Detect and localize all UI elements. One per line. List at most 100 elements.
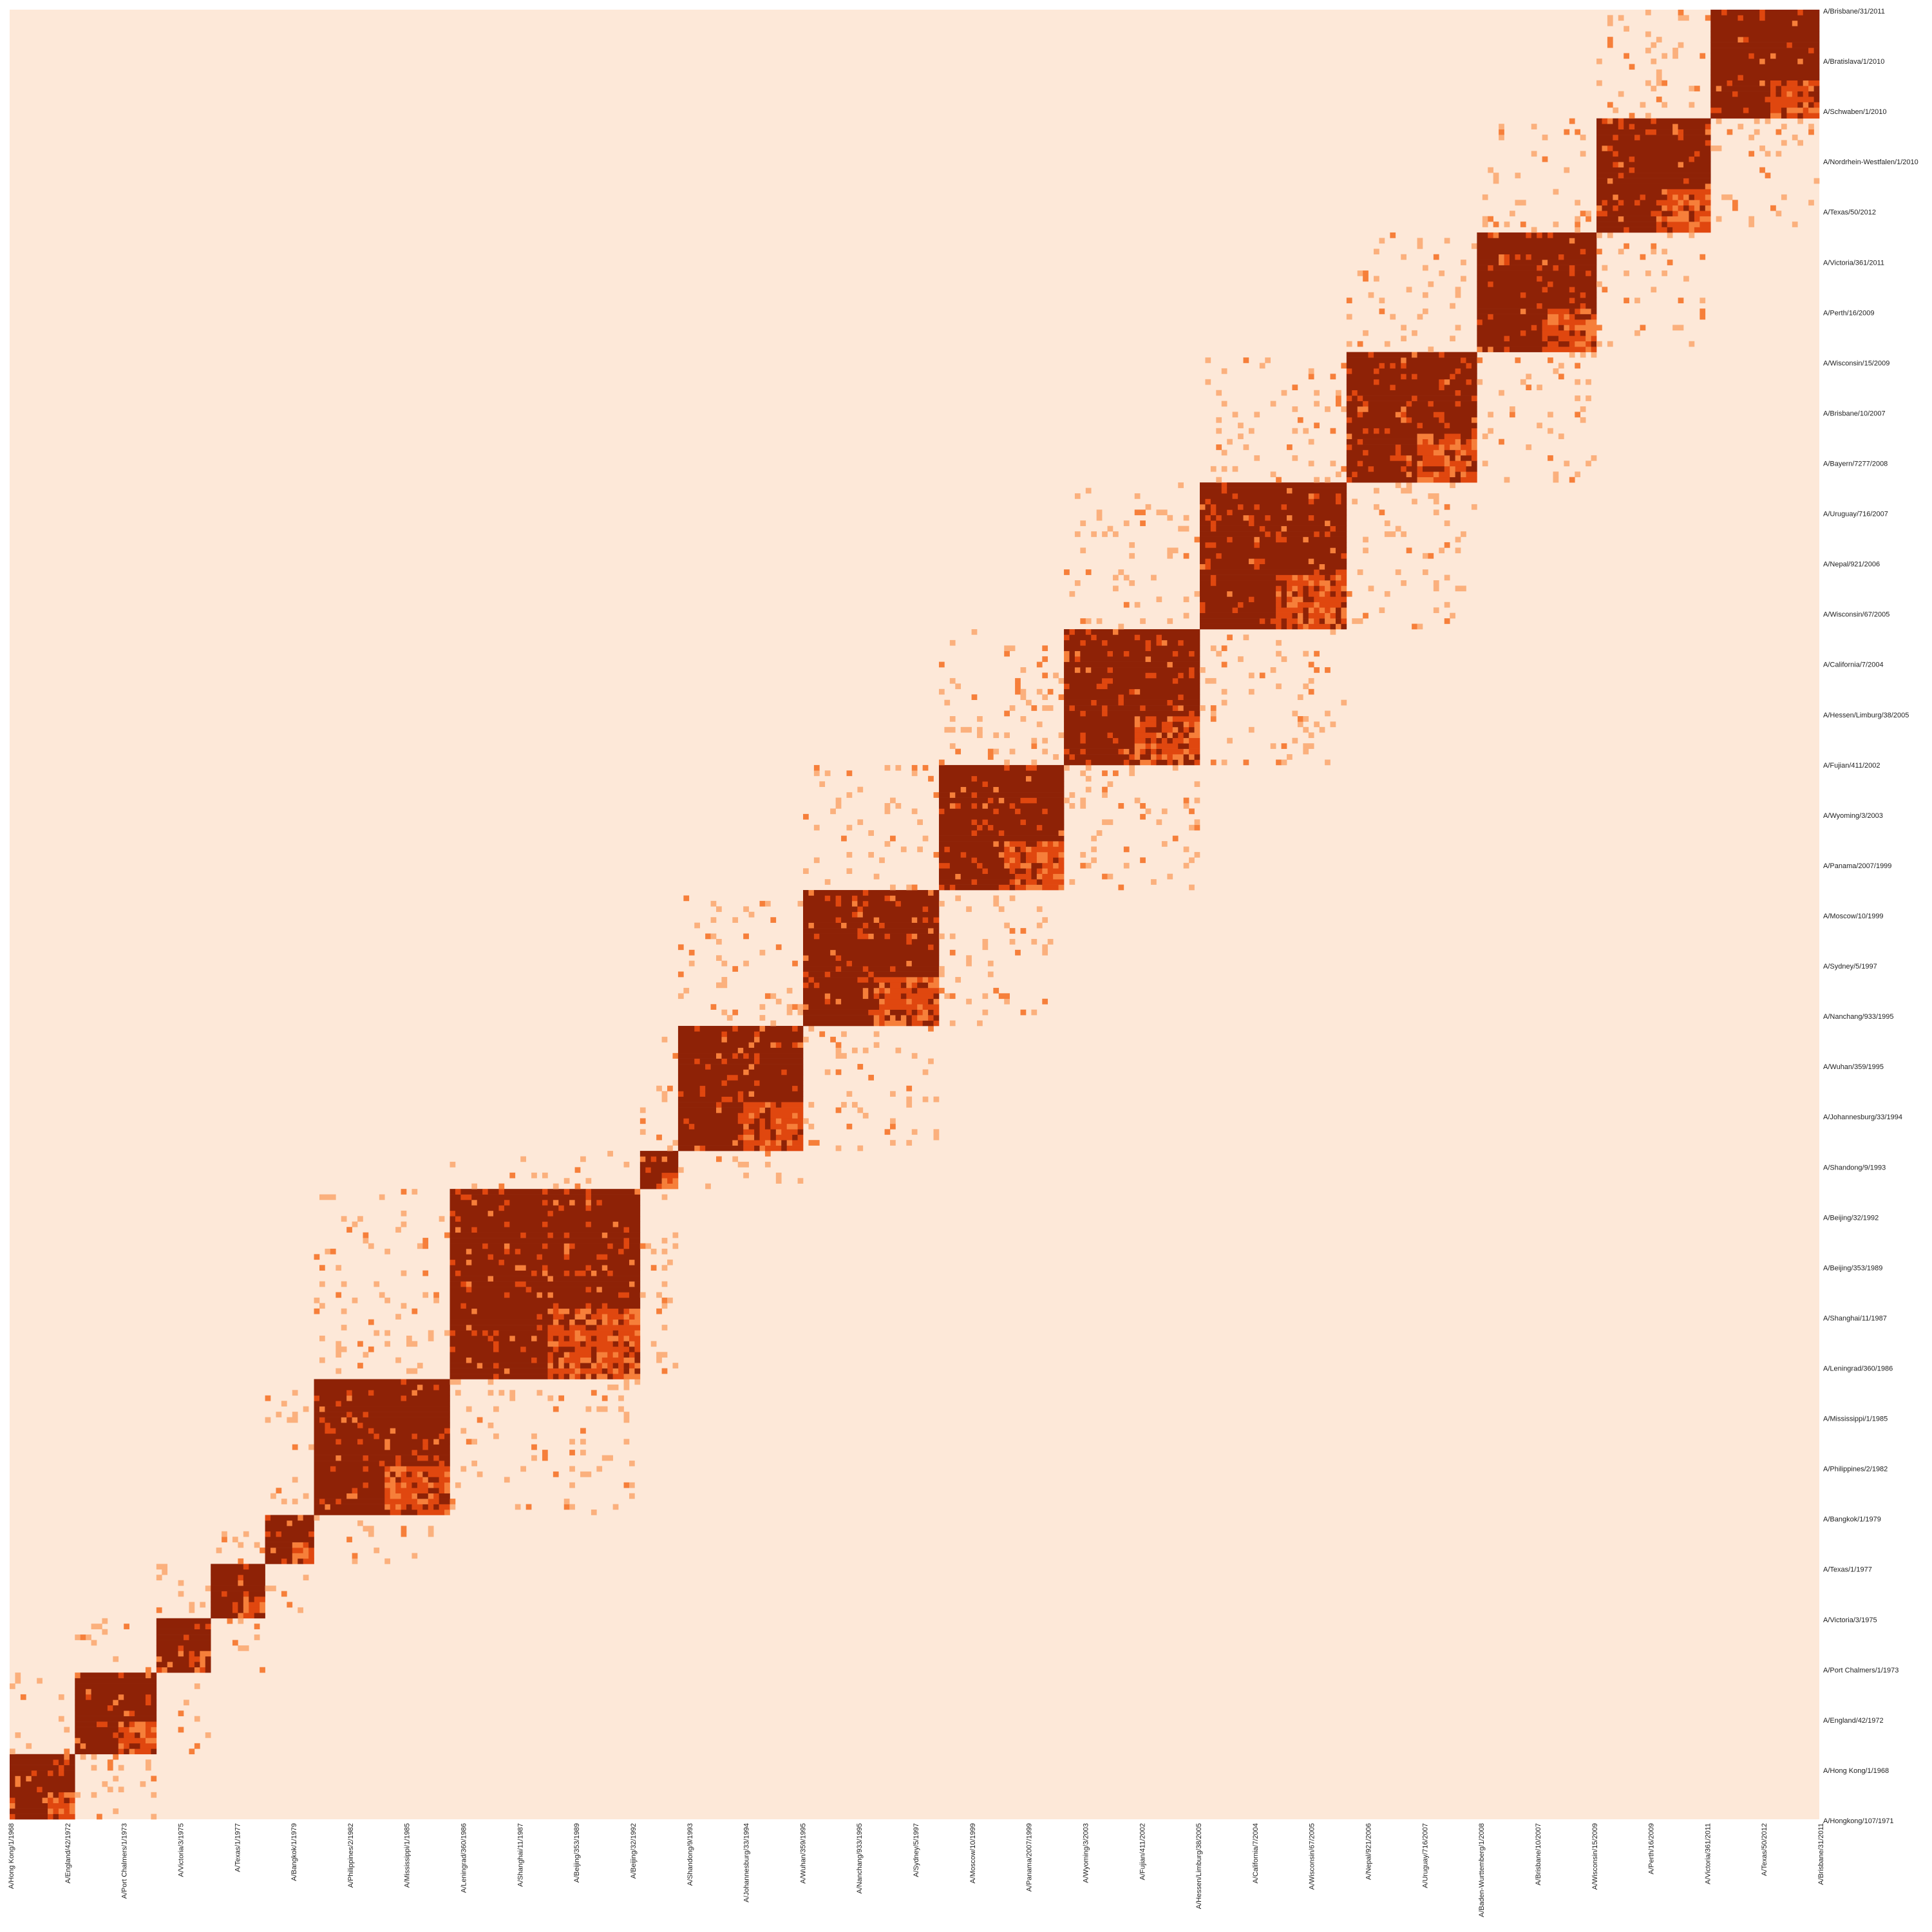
heatmap-cell bbox=[401, 1493, 412, 1499]
heatmap-cell bbox=[982, 938, 989, 945]
heatmap-cell bbox=[938, 868, 983, 875]
heatmap-cell bbox=[471, 1325, 537, 1331]
heatmap-cell bbox=[325, 1504, 331, 1510]
heatmap-cell bbox=[1482, 222, 1488, 227]
heatmap-cell bbox=[884, 993, 902, 999]
heatmap-cell bbox=[1401, 406, 1406, 412]
heatmap-cell bbox=[824, 1069, 831, 1075]
heatmap-cell bbox=[743, 933, 749, 940]
heatmap-cell bbox=[710, 900, 717, 907]
heatmap-cell bbox=[1172, 732, 1179, 739]
heatmap-cell bbox=[1004, 846, 1010, 853]
heatmap-cell bbox=[830, 998, 836, 1005]
heatmap-cell bbox=[841, 835, 847, 842]
heatmap-cell bbox=[1025, 841, 1037, 847]
heatmap-cell bbox=[1548, 428, 1553, 434]
heatmap-cell bbox=[1031, 862, 1043, 869]
heatmap-cell bbox=[851, 900, 858, 907]
heatmap-cell bbox=[721, 1053, 733, 1059]
heatmap-cell bbox=[933, 917, 940, 923]
heatmap-cell bbox=[1281, 526, 1287, 532]
heatmap-cell bbox=[1586, 211, 1591, 216]
heatmap-cell bbox=[759, 1053, 804, 1059]
heatmap-cell bbox=[1488, 232, 1493, 238]
heatmap-cell bbox=[688, 960, 695, 967]
heatmap-cell bbox=[547, 1357, 554, 1363]
heatmap-cell bbox=[37, 1770, 48, 1776]
heatmap-cell bbox=[1031, 1009, 1037, 1016]
heatmap-cell bbox=[1748, 151, 1755, 157]
heatmap-cell bbox=[439, 1499, 450, 1504]
heatmap-cell bbox=[569, 1439, 575, 1445]
heatmap-cell bbox=[1450, 455, 1455, 461]
heatmap-cell bbox=[1330, 460, 1336, 467]
heatmap-cell bbox=[569, 1254, 597, 1260]
heatmap-cell bbox=[1433, 412, 1445, 418]
heatmap-cell bbox=[1053, 862, 1059, 869]
heatmap-cell bbox=[48, 1770, 53, 1776]
heatmap-cell bbox=[884, 808, 891, 815]
heatmap-cell bbox=[1036, 879, 1043, 885]
heatmap-cell bbox=[705, 1145, 744, 1151]
heatmap-cell bbox=[428, 1482, 434, 1488]
heatmap-cell bbox=[1200, 585, 1276, 592]
heatmap-cell bbox=[1134, 493, 1141, 499]
heatmap-cell bbox=[634, 1357, 641, 1363]
heatmap-cell bbox=[553, 1357, 559, 1363]
heatmap-cell bbox=[977, 726, 983, 733]
heatmap-cell bbox=[677, 1096, 722, 1103]
heatmap-cell bbox=[851, 911, 858, 918]
heatmap-cell bbox=[743, 1091, 749, 1097]
heatmap-cell bbox=[417, 1390, 450, 1396]
heatmap-cell bbox=[1683, 205, 1689, 211]
heatmap-cell bbox=[1781, 86, 1809, 91]
heatmap-cell bbox=[553, 1303, 559, 1309]
heatmap-cell bbox=[993, 895, 999, 902]
heatmap-cell bbox=[949, 884, 956, 891]
heatmap-cell bbox=[1433, 439, 1439, 445]
heatmap-cell bbox=[639, 1178, 662, 1184]
heatmap-cell bbox=[1167, 737, 1173, 744]
heatmap-cell bbox=[1064, 716, 1135, 722]
heatmap-cell bbox=[1710, 15, 1738, 21]
heatmap-cell bbox=[1009, 879, 1016, 885]
heatmap-cell bbox=[1281, 656, 1287, 662]
heatmap-cell bbox=[1216, 580, 1287, 586]
heatmap-cell bbox=[1297, 618, 1303, 624]
heatmap-cell bbox=[1710, 91, 1733, 97]
heatmap-cell bbox=[1308, 580, 1314, 586]
heatmap-cell bbox=[1102, 819, 1113, 826]
heatmap-cell bbox=[1189, 808, 1195, 815]
heatmap-cell bbox=[1238, 422, 1244, 429]
heatmap-cell bbox=[928, 775, 934, 782]
heatmap-cell bbox=[1265, 526, 1282, 532]
heatmap-cell bbox=[1015, 879, 1021, 885]
heatmap-cell bbox=[1232, 509, 1347, 516]
heatmap-cell bbox=[759, 1134, 771, 1141]
heatmap-cell bbox=[243, 1591, 249, 1597]
heatmap-cell bbox=[1390, 363, 1396, 369]
heatmap-cell bbox=[1748, 222, 1755, 227]
heatmap-cell bbox=[1064, 677, 1103, 684]
heatmap-cell bbox=[1189, 824, 1195, 831]
heatmap-cell bbox=[1172, 661, 1200, 668]
heatmap-cell bbox=[1346, 341, 1352, 347]
heatmap-cell bbox=[1569, 287, 1575, 293]
heatmap-cell bbox=[1140, 748, 1146, 755]
heatmap-cell bbox=[10, 1776, 15, 1782]
heatmap-cell bbox=[596, 1200, 603, 1206]
heatmap-cell bbox=[308, 1548, 314, 1553]
heatmap-cell bbox=[987, 797, 994, 804]
heatmap-cell bbox=[623, 1482, 630, 1488]
heatmap-cell bbox=[1765, 173, 1771, 178]
heatmap-cell bbox=[1232, 607, 1238, 613]
heatmap-cell bbox=[868, 830, 875, 836]
heatmap-cell bbox=[933, 792, 940, 798]
heatmap-cell bbox=[987, 868, 1010, 875]
heatmap-cell bbox=[10, 1754, 64, 1760]
heatmap-cell bbox=[1629, 167, 1635, 173]
heatmap-cell bbox=[1689, 200, 1700, 206]
heatmap-cell bbox=[1085, 862, 1092, 869]
column-label: A/Johannesburg/33/1994 bbox=[743, 1823, 751, 1902]
heatmap-cell bbox=[1330, 374, 1336, 380]
